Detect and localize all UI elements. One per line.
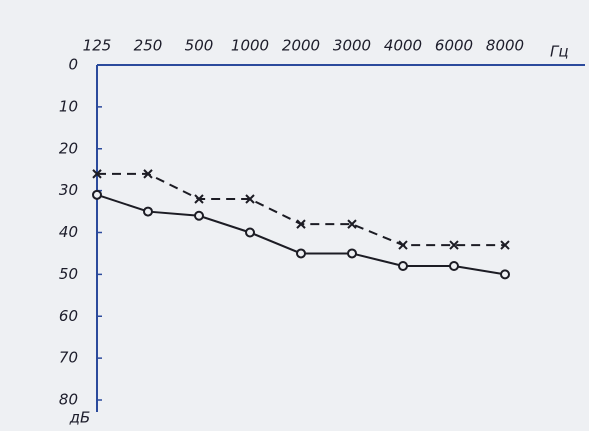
x-tick-label: 250	[134, 37, 163, 55]
x-tick-label: 3000	[333, 37, 371, 55]
y-tick-label: 80	[59, 391, 78, 409]
point-marker	[92, 169, 102, 179]
x-unit: Гц	[550, 43, 569, 61]
point-marker	[449, 240, 459, 250]
point-marker	[500, 269, 510, 280]
x-tick-label: 125	[83, 37, 112, 55]
y-tick-label: 60	[59, 307, 78, 325]
point-marker	[398, 261, 408, 271]
y-tick-label: 20	[59, 139, 78, 157]
x-tick-label: 2000	[282, 37, 320, 55]
point-marker	[296, 248, 306, 259]
y-tick-label: 0	[68, 56, 78, 74]
point-marker	[347, 248, 357, 259]
point-marker	[398, 240, 408, 250]
y-unit: дБ	[69, 409, 91, 427]
point-marker	[194, 194, 204, 204]
point-marker	[449, 261, 459, 271]
point-marker	[500, 240, 510, 250]
x-tick-label: 500	[185, 37, 214, 55]
point-marker	[143, 206, 153, 217]
x-tick-label: 4000	[384, 37, 422, 55]
x-tick-label: 8000	[486, 37, 524, 55]
y-tick-label: 50	[59, 265, 78, 283]
point-marker	[245, 194, 255, 204]
x-tick-label: 6000	[435, 37, 473, 55]
x-tick-label: 1000	[231, 37, 269, 55]
y-tick-label: 30	[59, 181, 78, 199]
point-marker	[143, 169, 153, 179]
point-marker	[296, 219, 306, 229]
y-tick-label: 10	[59, 97, 78, 115]
y-tick-label: 70	[59, 349, 78, 367]
point-marker	[194, 210, 204, 221]
point-marker	[245, 227, 255, 238]
point-marker	[347, 219, 357, 229]
y-tick-label: 40	[59, 223, 78, 241]
point-marker	[92, 189, 102, 200]
